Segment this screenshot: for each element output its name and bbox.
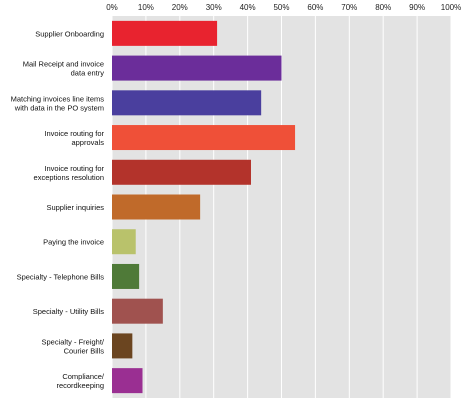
x-tick-label: 60% [307,3,323,12]
category-label-line: Specialty - Utility Bills [33,307,105,316]
category-label: Specialty - Utility Bills [33,307,105,316]
x-tick-label: 80% [375,3,391,12]
x-tick-label: 0% [106,3,118,12]
category-label-line: Compliance/ [62,372,105,381]
bar [112,90,262,116]
bar [112,159,251,185]
category-label: Supplier Onboarding [35,29,104,38]
category-label-line: Supplier inquiries [46,203,104,212]
category-label-line: Invoice routing for [44,129,104,138]
category-label: Mail Receipt and invoice data entry [23,60,105,78]
category-label: Paying the invoice [43,238,104,247]
x-tick-label: 90% [409,3,425,12]
x-tick-label: 30% [206,3,222,12]
category-label: Invoice routing for approvals [44,129,104,147]
x-tick-label: 50% [273,3,289,12]
bar [112,263,140,289]
category-label-line: Invoice routing for [44,164,104,173]
category-label-line: approvals [71,138,104,147]
bar [112,125,296,151]
bar [112,55,282,81]
category-label-line: Courier Bills [64,346,105,355]
category-label-line: exceptions resolution [34,173,104,182]
category-label-line: data entry [71,69,105,78]
x-tick-label: 100% [441,3,461,12]
category-label: Supplier inquiries [46,203,104,212]
category-label: Specialty - Freight/Courier Bills [41,337,104,355]
x-tick-label: 70% [341,3,357,12]
category-label-line: Specialty - Freight/ [41,337,104,346]
category-label-line: with data in the PO system [14,103,104,112]
category-label-line: recordkeeping [56,381,104,390]
category-label-line: Specialty - Telephone Bills [17,272,105,281]
x-tick-label: 20% [172,3,188,12]
bar [112,298,163,324]
category-label-line: Paying the invoice [43,238,104,247]
category-label: Invoice routing for exceptions resolution [34,164,105,182]
category-label-line: Mail Receipt and invoice [23,60,104,69]
bar [112,194,201,220]
category-label-line: Matching invoices line items [11,94,105,103]
x-tick-label: 40% [240,3,256,12]
x-tick-label: 10% [138,3,154,12]
category-label: Compliance/recordkeeping [56,372,104,390]
category-label-line: Supplier Onboarding [35,29,104,38]
bar [112,368,143,394]
bar [112,229,136,255]
bar [112,333,133,359]
bar [112,20,218,46]
category-label: Matching invoices line items with data in… [11,94,105,112]
category-label: Specialty - Telephone Bills [17,272,105,281]
